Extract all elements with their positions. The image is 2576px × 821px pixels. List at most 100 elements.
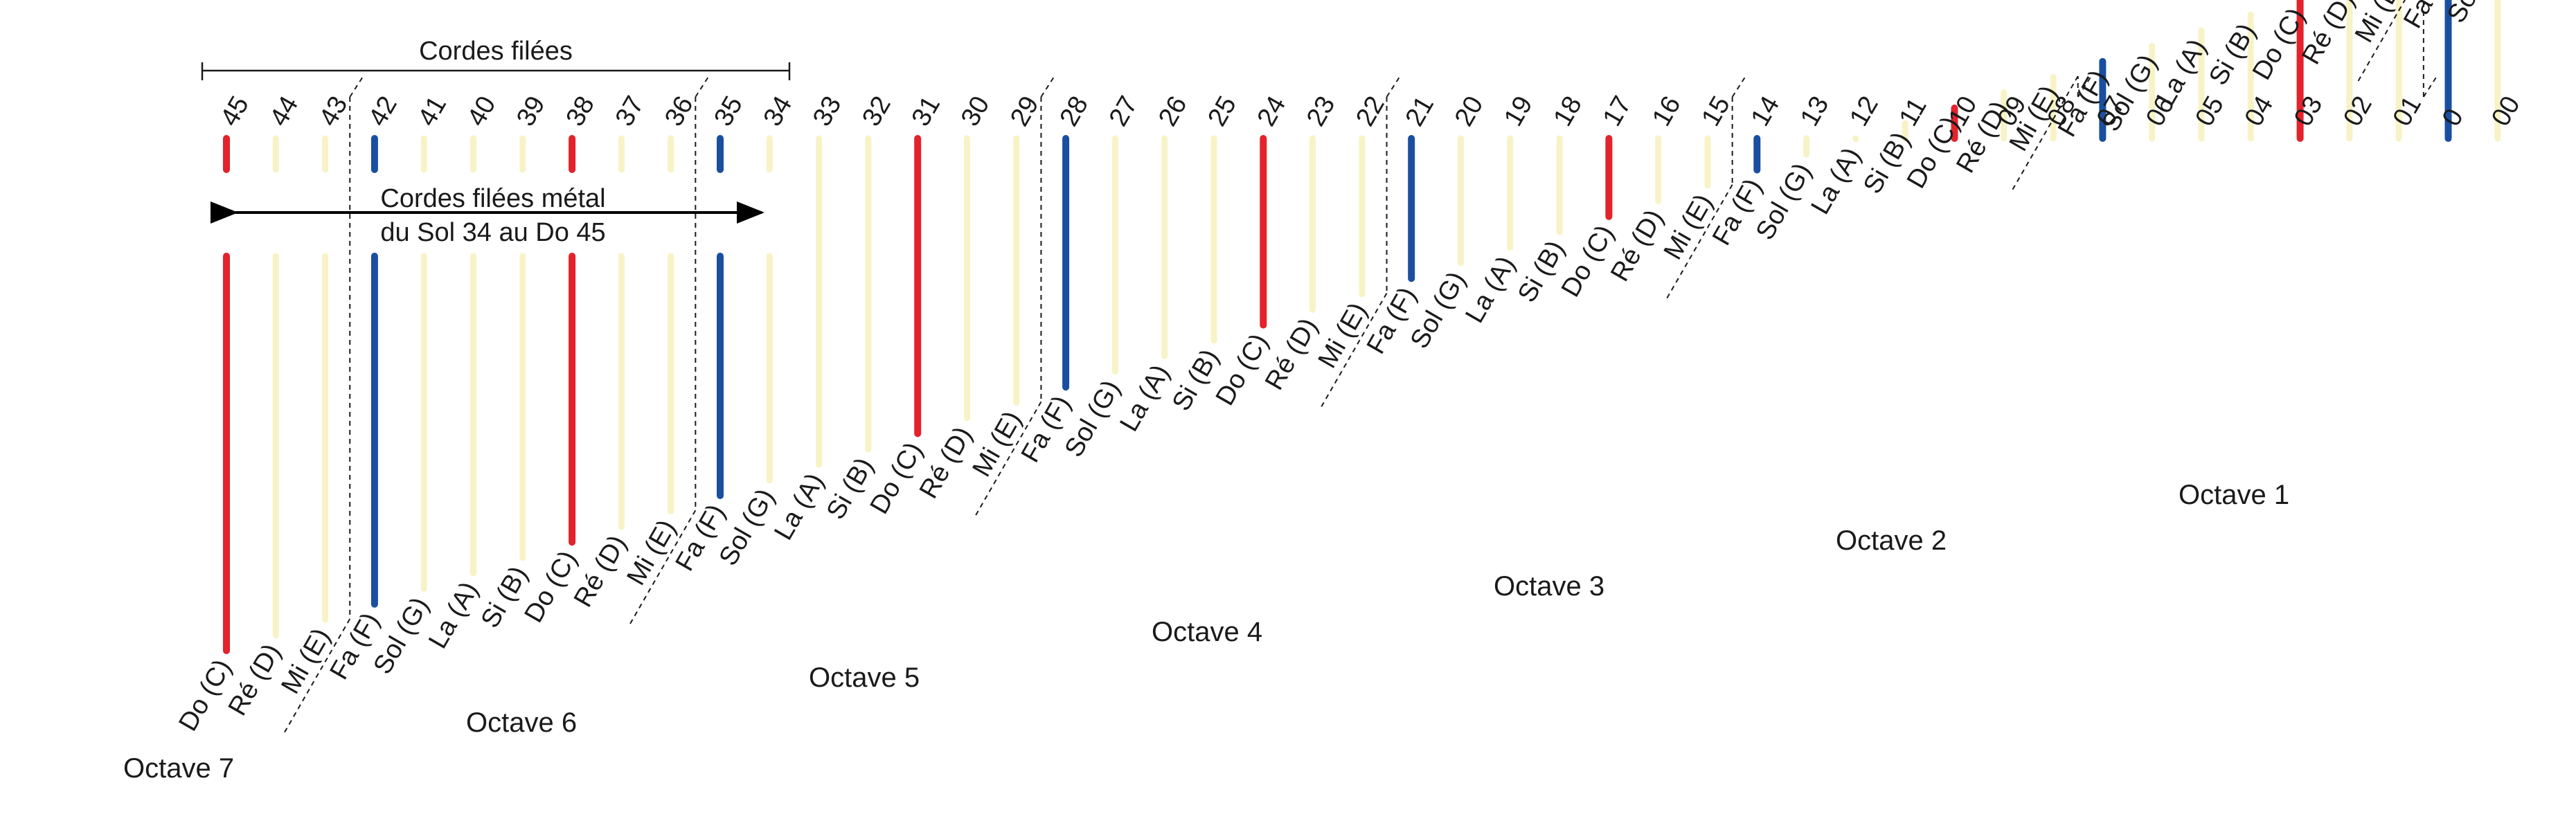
string-number-label: 35: [708, 91, 749, 132]
string-note-label: La (A): [423, 577, 484, 654]
string-number-label: 30: [956, 91, 996, 132]
string-number-label: 26: [1153, 91, 1193, 132]
string-number-label: 19: [1499, 91, 1539, 132]
divider-bottom-slant: [2011, 75, 2079, 191]
string-number-label: 31: [906, 91, 947, 132]
octave-label: Octave 5: [809, 662, 920, 693]
divider-top-slant: [1731, 77, 1746, 98]
divider-top-slant: [349, 77, 364, 98]
octave-label: Octave 3: [1494, 571, 1604, 602]
octave-label: Octave 1: [2179, 480, 2289, 510]
string-note-label: Mi (E): [967, 406, 1028, 482]
octave-divider: [1320, 77, 1400, 408]
divider-top-slant: [695, 77, 709, 98]
string-number-label: 42: [363, 91, 403, 132]
metal-range-line2: du Sol 34 au Do 45: [380, 218, 605, 247]
string-number-label: 25: [1202, 91, 1242, 132]
metal-strings-range: Cordes filées métal du Sol 34 au Do 45: [211, 184, 764, 247]
string-note-label: La (A): [1114, 360, 1175, 437]
octave-label: Octave 7: [123, 753, 234, 784]
string-note-label: Fa (F): [1016, 391, 1077, 468]
string-number-label: 22: [1350, 91, 1390, 132]
string-number-label: 23: [1301, 91, 1341, 132]
metal-range-line1: Cordes filées métal: [380, 184, 605, 213]
string-note-label: Do (C): [173, 655, 237, 737]
string-number-label: 00: [2486, 91, 2526, 132]
string-number-label: 34: [758, 91, 798, 132]
octave-labels: Octave 7 Octave 6 Octave 5 Octave 4 Octave 3…: [123, 480, 2289, 784]
string-note-label: La (A): [769, 469, 830, 545]
string-note-label: Mi (E): [1658, 190, 1719, 265]
string-number-label: 15: [1696, 91, 1736, 132]
divider-bottom-slant: [629, 509, 697, 625]
strings-layer: [223, 0, 2501, 654]
string-number-label: 45: [215, 91, 255, 132]
string-note-label: La (A): [1806, 143, 1867, 219]
string-note-label: Ré (D): [1260, 314, 1323, 395]
string-number-label: 41: [413, 91, 453, 132]
divider-bottom-slant: [2356, 0, 2406, 82]
string-note-label: Do (C): [865, 437, 929, 519]
divider-bottom-slant: [974, 401, 1042, 516]
string-note-label: Mi (E): [621, 515, 681, 590]
divider-bottom-slant: [283, 618, 351, 734]
string-number-label: 27: [1104, 91, 1144, 132]
string-number-label: 14: [1746, 91, 1786, 132]
octave-dividers: [283, 0, 2437, 734]
string-note-label: Mi (E): [1313, 298, 1373, 373]
string-note-label: Si (B): [1167, 345, 1225, 416]
string-note-label: Do (C): [1556, 220, 1620, 302]
octave-divider: [974, 77, 1055, 516]
cordes-filees-bracket: Cordes filées: [201, 37, 791, 80]
divider-top-slant: [2077, 77, 2091, 98]
string-note-label: Ré (D): [223, 639, 287, 721]
string-number-label: 28: [1055, 91, 1095, 132]
octave-label: Octave 4: [1152, 617, 1262, 647]
string-note-label: Do (C): [519, 546, 583, 628]
string-number-label: 04: [2239, 91, 2280, 132]
string-number-label: 20: [1449, 91, 1490, 132]
string-note-label: Fa (F): [1361, 282, 1422, 359]
string-number-label: 11: [1894, 93, 1933, 131]
string-number-label: 18: [1548, 91, 1589, 132]
divider-top-slant: [1040, 77, 1055, 98]
string-number-label: 21: [1400, 91, 1440, 132]
string-note-label: Si (B): [821, 453, 879, 524]
string-note-label: Mi (E): [276, 624, 336, 699]
string-number-label: 33: [807, 91, 848, 132]
string-note-label: Ré (D): [569, 530, 632, 612]
divider-top-slant: [2423, 77, 2437, 98]
string-number-label: 12: [1844, 91, 1884, 132]
octave-divider: [2011, 75, 2091, 191]
octave-divider: [2356, 0, 2437, 98]
string-number-label: 17: [1598, 91, 1638, 132]
divider-bottom-slant: [1665, 184, 1733, 300]
string-number-label: 43: [314, 91, 354, 132]
string-number-label: 01: [2388, 91, 2428, 132]
octave-divider: [629, 77, 709, 625]
string-note-label: La (A): [1460, 251, 1521, 328]
bracket-label: Cordes filées: [419, 37, 573, 66]
string-number-label: 29: [1005, 91, 1045, 132]
string-number-label: 24: [1252, 91, 1292, 132]
divider-bottom-slant: [1320, 293, 1388, 408]
string-number-label: 16: [1647, 91, 1687, 132]
string-note-label: Fa (F): [325, 608, 386, 685]
string-number-label: 02: [2338, 91, 2378, 132]
string-note-label: Fa (F): [670, 500, 731, 577]
octave-divider: [1665, 77, 1746, 300]
divider-top-slant: [1386, 77, 1400, 98]
octave-label: Octave 2: [1836, 525, 1947, 556]
octave-divider: [283, 77, 364, 734]
string-note-label: Ré (D): [914, 422, 978, 504]
string-note-label: Si (B): [476, 561, 534, 633]
octave-label: Octave 6: [466, 707, 577, 738]
string-number-label: 36: [659, 91, 699, 132]
string-number-label: 32: [857, 91, 897, 132]
string-note-label: Ré (D): [1605, 205, 1669, 287]
string-note-label: Si (B): [1858, 127, 1916, 199]
string-number-label: 44: [265, 91, 305, 132]
